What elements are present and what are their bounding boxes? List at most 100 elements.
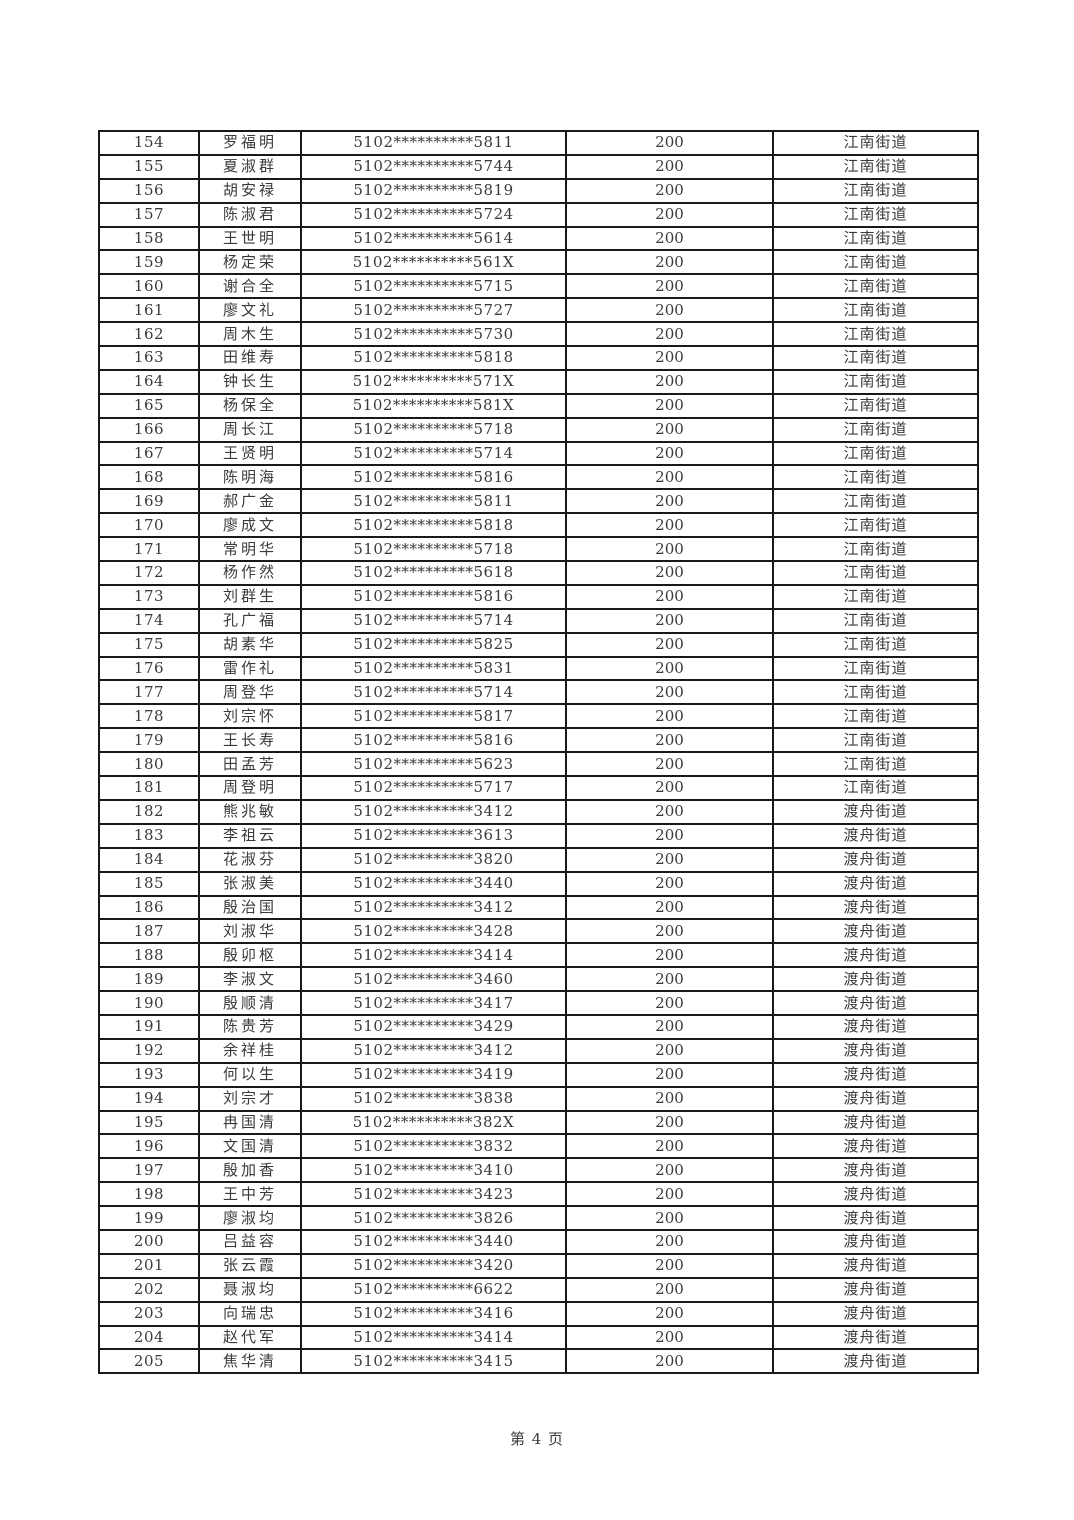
amount-cell: 200 bbox=[565, 536, 774, 563]
row-number-cell: 155 bbox=[98, 153, 200, 180]
district-cell: 江南街道 bbox=[772, 345, 979, 371]
table-row: 163 田维寿 5102**********5818 200 江南街道 bbox=[98, 345, 979, 371]
id-number-cell: 5102**********5811 bbox=[300, 488, 567, 515]
district-cell: 江南街道 bbox=[772, 392, 979, 419]
amount-cell: 200 bbox=[565, 368, 774, 395]
row-number-cell: 187 bbox=[98, 918, 200, 945]
table-row: 199 廖淑均 5102**********3826 200 渡舟街道 bbox=[98, 1205, 979, 1231]
table-row: 171 常明华 5102**********5718 200 江南街道 bbox=[98, 536, 979, 563]
row-number-cell: 188 bbox=[98, 942, 200, 969]
name-cell: 殷治国 bbox=[198, 894, 302, 921]
amount-cell: 200 bbox=[565, 560, 774, 586]
amount-cell: 200 bbox=[565, 1324, 774, 1351]
table-row: 179 王长寿 5102**********5816 200 江南街道 bbox=[98, 727, 979, 754]
district-cell: 江南街道 bbox=[772, 655, 979, 682]
amount-cell: 200 bbox=[565, 1109, 774, 1136]
row-number-cell: 201 bbox=[98, 1252, 200, 1279]
row-number-cell: 197 bbox=[98, 1157, 200, 1184]
district-cell: 渡舟街道 bbox=[772, 1109, 979, 1136]
district-cell: 江南街道 bbox=[772, 536, 979, 563]
name-cell: 何以生 bbox=[198, 1061, 302, 1088]
id-number-cell: 5102**********3429 bbox=[300, 1013, 567, 1040]
amount-cell: 200 bbox=[565, 1037, 774, 1064]
name-cell: 熊兆敏 bbox=[198, 798, 302, 825]
id-number-cell: 5102**********5730 bbox=[300, 321, 567, 348]
table-row: 187 刘淑华 5102**********3428 200 渡舟街道 bbox=[98, 918, 979, 945]
amount-cell: 200 bbox=[565, 512, 774, 539]
id-number-cell: 5102**********5816 bbox=[300, 583, 567, 610]
district-cell: 渡舟街道 bbox=[772, 870, 979, 897]
table-row: 159 杨定荣 5102**********561X 200 江南街道 bbox=[98, 249, 979, 276]
table-row: 192 余祥桂 5102**********3412 200 渡舟街道 bbox=[98, 1037, 979, 1064]
row-number-cell: 171 bbox=[98, 536, 200, 563]
table-row: 167 王贤明 5102**********5714 200 江南街道 bbox=[98, 440, 979, 467]
amount-cell: 200 bbox=[565, 870, 774, 897]
amount-cell: 200 bbox=[565, 631, 774, 658]
id-number-cell: 5102**********3826 bbox=[300, 1205, 567, 1231]
table-row: 154 罗福明 5102**********5811 200 江南街道 bbox=[98, 130, 979, 156]
name-cell: 周登明 bbox=[198, 775, 302, 801]
name-cell: 王贤明 bbox=[198, 440, 302, 467]
name-cell: 王中芳 bbox=[198, 1181, 302, 1208]
amount-cell: 200 bbox=[565, 1085, 774, 1112]
id-number-cell: 5102**********3440 bbox=[300, 1228, 567, 1255]
amount-cell: 200 bbox=[565, 655, 774, 682]
id-number-cell: 5102**********3417 bbox=[300, 990, 567, 1016]
name-cell: 周登华 bbox=[198, 679, 302, 706]
district-cell: 江南街道 bbox=[772, 440, 979, 467]
district-cell: 江南街道 bbox=[772, 751, 979, 778]
table-row: 197 殷加香 5102**********3410 200 渡舟街道 bbox=[98, 1157, 979, 1184]
id-number-cell: 5102**********5819 bbox=[300, 177, 567, 204]
name-cell: 田维寿 bbox=[198, 345, 302, 371]
table-row: 164 钟长生 5102**********571X 200 江南街道 bbox=[98, 368, 979, 395]
district-cell: 江南街道 bbox=[772, 512, 979, 539]
table-row: 183 李祖云 5102**********3613 200 渡舟街道 bbox=[98, 822, 979, 849]
row-number-cell: 182 bbox=[98, 798, 200, 825]
district-cell: 江南街道 bbox=[772, 416, 979, 443]
district-cell: 渡舟街道 bbox=[772, 1300, 979, 1327]
district-cell: 江南街道 bbox=[772, 727, 979, 754]
id-number-cell: 5102**********382X bbox=[300, 1109, 567, 1136]
name-cell: 聂淑均 bbox=[198, 1276, 302, 1303]
amount-cell: 200 bbox=[565, 249, 774, 276]
row-number-cell: 193 bbox=[98, 1061, 200, 1088]
row-number-cell: 200 bbox=[98, 1228, 200, 1255]
amount-cell: 200 bbox=[565, 225, 774, 252]
amount-cell: 200 bbox=[565, 440, 774, 467]
table-row: 161 廖文礼 5102**********5727 200 江南街道 bbox=[98, 297, 979, 324]
row-number-cell: 174 bbox=[98, 607, 200, 634]
id-number-cell: 5102**********3415 bbox=[300, 1348, 567, 1375]
district-cell: 渡舟街道 bbox=[772, 1037, 979, 1064]
district-cell: 江南街道 bbox=[772, 583, 979, 610]
district-cell: 江南街道 bbox=[772, 273, 979, 300]
id-number-cell: 5102**********5717 bbox=[300, 775, 567, 801]
page-number: 第 4 页 bbox=[509, 1430, 565, 1448]
row-number-cell: 166 bbox=[98, 416, 200, 443]
amount-cell: 200 bbox=[565, 416, 774, 443]
table-row: 194 刘宗才 5102**********3838 200 渡舟街道 bbox=[98, 1085, 979, 1112]
name-cell: 陈淑君 bbox=[198, 201, 302, 228]
table-row: 203 向瑞忠 5102**********3416 200 渡舟街道 bbox=[98, 1300, 979, 1327]
district-cell: 渡舟街道 bbox=[772, 1061, 979, 1088]
name-cell: 文国清 bbox=[198, 1133, 302, 1160]
amount-cell: 200 bbox=[565, 607, 774, 634]
table-row: 193 何以生 5102**********3419 200 渡舟街道 bbox=[98, 1061, 979, 1088]
id-number-cell: 5102**********5818 bbox=[300, 512, 567, 539]
name-cell: 陈贵芳 bbox=[198, 1013, 302, 1040]
amount-cell: 200 bbox=[565, 1276, 774, 1303]
row-number-cell: 185 bbox=[98, 870, 200, 897]
row-number-cell: 176 bbox=[98, 655, 200, 682]
district-cell: 江南街道 bbox=[772, 631, 979, 658]
table-row: 168 陈明海 5102**********5816 200 江南街道 bbox=[98, 464, 979, 491]
amount-cell: 200 bbox=[565, 846, 774, 873]
table-row: 176 雷作礼 5102**********5831 200 江南街道 bbox=[98, 655, 979, 682]
id-number-cell: 5102**********571X bbox=[300, 368, 567, 395]
table-row: 182 熊兆敏 5102**********3412 200 渡舟街道 bbox=[98, 798, 979, 825]
row-number-cell: 172 bbox=[98, 560, 200, 586]
name-cell: 常明华 bbox=[198, 536, 302, 563]
name-cell: 张云霞 bbox=[198, 1252, 302, 1279]
id-number-cell: 5102**********5714 bbox=[300, 679, 567, 706]
amount-cell: 200 bbox=[565, 727, 774, 754]
row-number-cell: 165 bbox=[98, 392, 200, 419]
row-number-cell: 157 bbox=[98, 201, 200, 228]
